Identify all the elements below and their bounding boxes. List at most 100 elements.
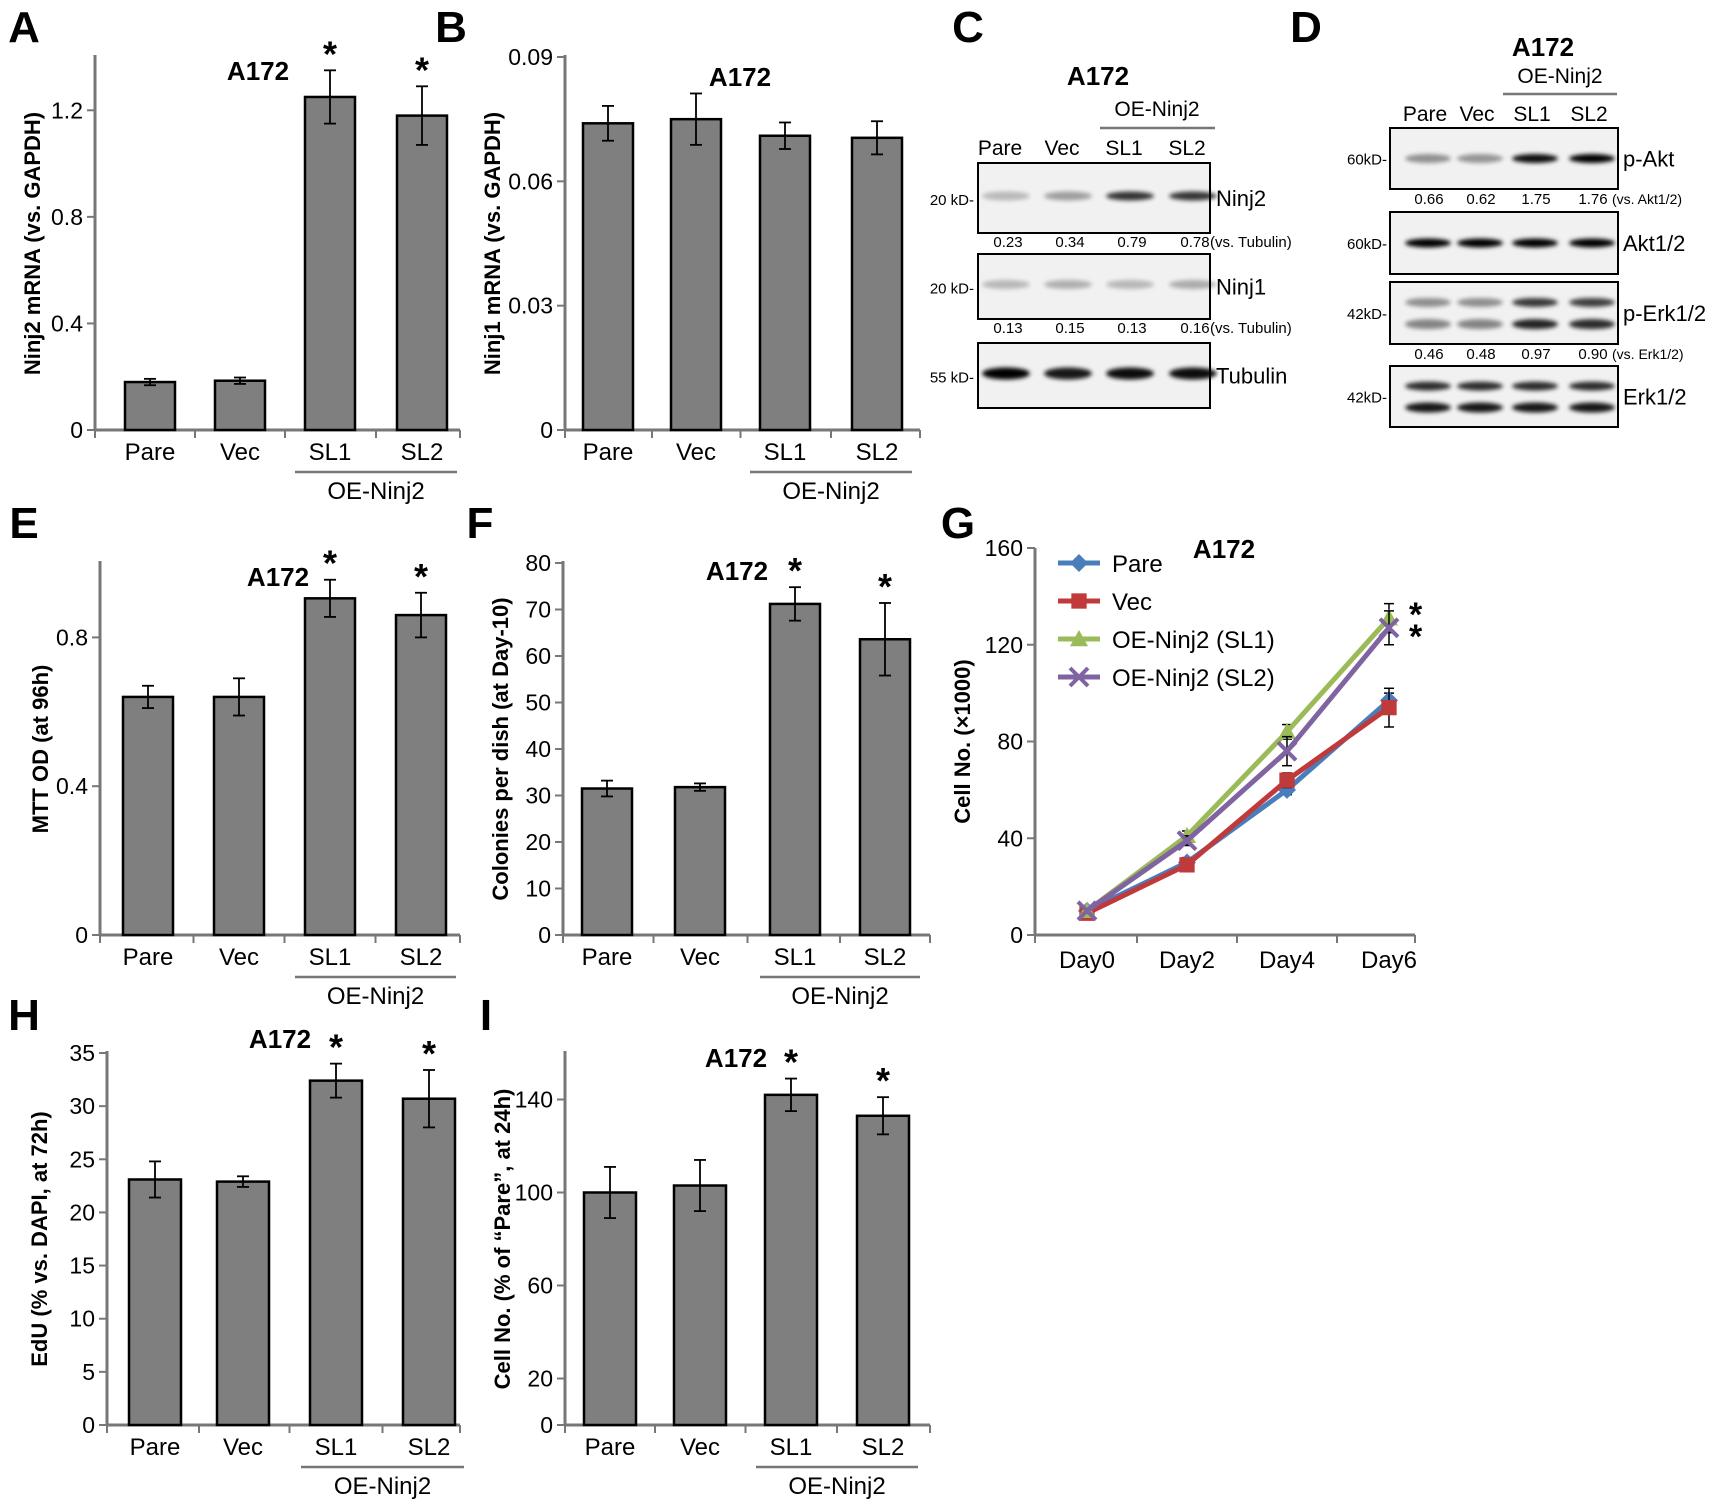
blot-band — [1569, 402, 1615, 413]
blot-band — [1169, 367, 1217, 380]
blot-band — [1457, 238, 1503, 248]
band-quant: 0.48 — [1466, 346, 1495, 363]
blot-band — [1169, 191, 1217, 201]
group-label: OE-Ninj2 — [788, 1473, 885, 1499]
x-tick-label: Pare — [582, 944, 633, 971]
bar — [581, 122, 635, 432]
y-tick-label: 60 — [527, 1273, 553, 1299]
band-quant: 0.62 — [1466, 191, 1495, 208]
blot-band — [982, 280, 1030, 289]
band-quant: 1.76 — [1578, 191, 1607, 208]
y-tick-label: 80 — [997, 729, 1023, 755]
band-quant: 0.97 — [1521, 346, 1550, 363]
y-tick-label: 20 — [525, 829, 551, 855]
blot-row: 42kD-p-Erk1/2 0.46 0.48 0.97 0.90 (vs. Erk1/2… — [1347, 281, 1706, 363]
band-quant: 0.34 — [1055, 234, 1084, 251]
x-tick-label: Vec — [680, 1434, 720, 1461]
bar — [123, 380, 177, 432]
series-line — [1085, 705, 1391, 916]
blot-band — [1569, 381, 1615, 391]
x-tick-label: Day6 — [1361, 947, 1417, 974]
blot-band — [1405, 154, 1451, 163]
y-tick-label: 1.2 — [51, 97, 83, 123]
x-tick-label: Pare — [125, 439, 176, 466]
band-quant: 0.46 — [1414, 346, 1443, 363]
panel-letter: I — [480, 991, 492, 1040]
band-quant: 0.16 — [1180, 320, 1209, 337]
band-quant: 1.75 — [1521, 191, 1550, 208]
blot-band — [1457, 319, 1503, 330]
significance-star: * — [788, 550, 802, 591]
chart-title: A172 — [706, 556, 768, 586]
blot-band — [982, 191, 1030, 201]
x-tick-label: Day0 — [1059, 947, 1115, 974]
y-axis-label: EdU (% vs. DAPI, at 72h) — [27, 1111, 52, 1367]
bar-chart-I: I 0 20 60 100 140 Pare Vec * SL1 * SL2 OE-Ninj2 A172 C… — [480, 991, 931, 1499]
lane-label: Pare — [1403, 103, 1447, 126]
y-tick-label: 30 — [525, 783, 551, 809]
group-label: OE-Ninj2 — [334, 1473, 431, 1499]
blot-band — [1106, 280, 1154, 289]
blot-band — [1569, 297, 1615, 307]
blot-band — [982, 367, 1030, 380]
y-tick-label: 30 — [69, 1093, 95, 1119]
bar-chart-H: H 0 5 10 15 20 25 30 35 Pare Vec * SL1 * SL2 OE-Ninj2 A1… — [8, 991, 464, 1499]
bar — [213, 379, 267, 432]
x-tick-label: Pare — [583, 439, 634, 466]
bar — [758, 134, 812, 432]
legend-label: OE-Ninj2 (SL2) — [1112, 665, 1275, 692]
series-line — [1085, 626, 1391, 913]
blot-band — [1569, 238, 1615, 248]
panel-letter: C — [952, 3, 984, 52]
x-tick-label: Vec — [223, 1434, 263, 1461]
y-tick-label: 70 — [525, 597, 551, 623]
x-tick-label: Day2 — [1159, 947, 1215, 974]
y-tick-label: 0 — [82, 1412, 95, 1438]
bar — [580, 787, 634, 937]
blot-panel-D: D A172 OE-Ninj2 Pare Vec SL1 SL2 60kD-p-Akt 0.66… — [1290, 3, 1706, 428]
band-quant: 0.13 — [1117, 320, 1146, 337]
molecular-weight: 20 kD- — [930, 192, 974, 209]
y-tick-label: 10 — [525, 876, 551, 902]
band-quant: 0.90 — [1578, 346, 1607, 363]
series-marker — [1378, 617, 1400, 639]
significance-star: * — [414, 556, 428, 597]
significance-star: * — [878, 566, 892, 607]
y-tick-label: 60 — [525, 643, 551, 669]
molecular-weight: 60kD- — [1347, 236, 1387, 253]
series-marker — [1276, 740, 1298, 762]
blot-band — [1457, 297, 1503, 307]
panel-letter: E — [9, 499, 38, 548]
quant-reference: (vs. Tubulin) — [1210, 234, 1292, 251]
x-tick-label: SL1 — [315, 1434, 358, 1461]
series-marker — [1279, 772, 1295, 788]
panel-letter: F — [467, 499, 494, 548]
blot-band — [1405, 319, 1451, 330]
x-tick-label: SL2 — [862, 1434, 905, 1461]
series-marker — [1071, 593, 1087, 609]
panel-letter: D — [1290, 3, 1322, 52]
bar — [303, 95, 357, 432]
x-tick-label: SL1 — [770, 1434, 813, 1461]
legend-label: OE-Ninj2 (SL1) — [1112, 627, 1275, 654]
y-tick-label: 0 — [1010, 922, 1023, 948]
x-tick-label: Vec — [220, 439, 260, 466]
significance-star: * — [323, 33, 337, 74]
protein-label: Erk1/2 — [1623, 385, 1687, 410]
y-axis-label: Cell No. (×1000) — [950, 659, 975, 823]
blot-row: 42kD- Erk1/2 — [1347, 365, 1687, 428]
blot-band — [1512, 319, 1558, 330]
panel-letter: B — [435, 3, 467, 52]
significance-star: * — [329, 1027, 343, 1068]
protein-label: p-Erk1/2 — [1623, 301, 1706, 326]
blot-band — [1044, 367, 1092, 380]
blot-membrane — [1389, 281, 1619, 345]
band-quant: 0.13 — [993, 320, 1022, 337]
protein-label: Akt1/2 — [1623, 231, 1685, 256]
protein-label: Tubulin — [1216, 364, 1287, 389]
bar — [212, 695, 266, 937]
series-marker — [1179, 857, 1195, 873]
blot-band — [1457, 402, 1503, 413]
bar — [672, 1184, 728, 1427]
y-tick-label: 15 — [69, 1253, 95, 1279]
